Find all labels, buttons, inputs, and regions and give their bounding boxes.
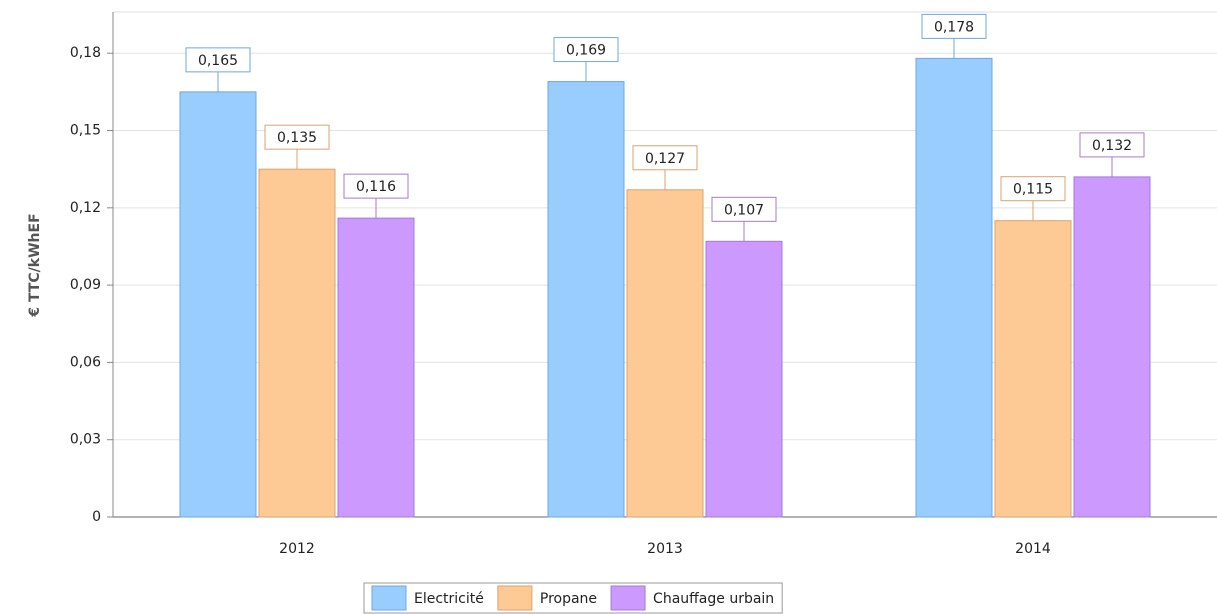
legend-swatch (610, 585, 646, 611)
y-tick-label: 0,09 (70, 277, 101, 293)
bar (337, 217, 415, 518)
bar (1073, 176, 1151, 518)
bar (547, 81, 625, 518)
x-tick-label: 2013 (647, 541, 683, 557)
y-tick-label: 0 (92, 509, 101, 525)
label-box (343, 173, 409, 199)
label-box (711, 196, 777, 222)
x-tick-label: 2014 (1015, 541, 1051, 557)
data-label: 0,132 (1092, 138, 1132, 154)
label-box (632, 145, 698, 171)
data-label: 0,115 (1013, 182, 1053, 198)
label-box (185, 47, 251, 73)
label-box (1079, 132, 1145, 158)
bar (994, 220, 1072, 518)
bar (179, 91, 257, 518)
data-label: 0,169 (566, 43, 606, 59)
label-box (1000, 176, 1066, 202)
data-label: 0,116 (356, 179, 396, 195)
legend: Electricité Propane Chauffage urbain (363, 582, 783, 614)
y-tick-label: 0,15 (70, 123, 101, 139)
label-box (553, 37, 619, 63)
legend-label: Electricité (414, 591, 484, 607)
y-tick-label: 0,18 (70, 45, 101, 61)
data-label: 0,135 (277, 130, 317, 146)
legend-swatch (497, 585, 533, 611)
data-label: 0,178 (934, 19, 974, 35)
legend-swatch (371, 585, 407, 611)
x-tick-label: 2012 (279, 541, 315, 557)
label-box (264, 124, 330, 150)
legend-label: Propane (540, 591, 597, 607)
y-axis-label: € TTC/kWhEF (27, 213, 43, 317)
legend-box (363, 582, 783, 614)
data-label: 0,165 (198, 53, 238, 69)
label-box (921, 13, 987, 39)
legend-label: Chauffage urbain (653, 591, 774, 607)
bar (258, 168, 336, 518)
bar (626, 189, 704, 518)
y-tick-label: 0,12 (70, 200, 101, 216)
data-label: 0,107 (724, 202, 764, 218)
bar (915, 57, 993, 518)
y-tick-label: 0,06 (70, 354, 101, 370)
data-label: 0,127 (645, 151, 685, 167)
y-tick-label: 0,03 (70, 432, 101, 448)
bar (705, 240, 783, 518)
